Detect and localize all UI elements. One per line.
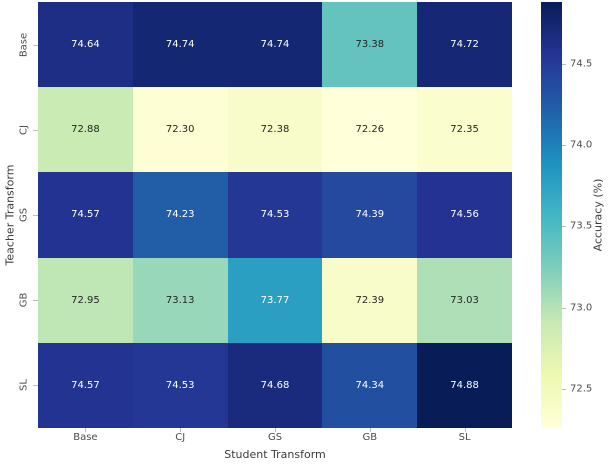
heatmap-cell-GB-GS: 73.77 <box>227 257 323 343</box>
colorbar-tick-label-73.0: 73.0 <box>570 302 593 314</box>
x-tick-label-CJ: CJ <box>175 432 186 443</box>
heatmap-cell-GB-CJ: 73.13 <box>132 257 228 343</box>
heatmap-cell-GS-GB: 74.39 <box>322 172 418 258</box>
y-tick-label-SL: SL <box>18 379 30 392</box>
colorbar-tickmark <box>562 226 566 228</box>
x-tick-label-Base: Base <box>73 432 98 443</box>
y-tick-label-CJ: CJ <box>18 124 30 135</box>
y-tickmark <box>33 129 38 131</box>
y-tick-label-GS: GS <box>18 207 30 223</box>
colorbar-title: Accuracy (%) <box>591 178 605 252</box>
heatmap-cell-SL-SL: 74.88 <box>417 342 512 428</box>
colorbar <box>541 2 562 428</box>
heatmap-cell-GS-CJ: 74.23 <box>132 172 228 258</box>
x-tickmark <box>180 428 182 432</box>
heatmap-cell-GS-SL: 74.56 <box>417 172 512 258</box>
heatmap-cell-Base-GS: 74.74 <box>227 2 323 88</box>
heatmap-grid: 74.64 74.74 74.74 73.38 74.72 72.88 72.30 72.38… <box>38 2 512 428</box>
y-tickmark <box>33 44 38 46</box>
x-tickmark <box>464 428 466 432</box>
colorbar-tickmark <box>562 63 566 65</box>
y-tickmark <box>33 215 38 216</box>
heatmap-cell-SL-Base: 74.57 <box>38 342 133 428</box>
heatmap-cell-SL-GS: 74.68 <box>227 342 323 428</box>
x-tickmark <box>369 428 371 432</box>
x-tickmark <box>85 428 87 432</box>
y-tick-label-Base: Base <box>18 32 30 57</box>
heatmap-cell-Base-GB: 73.38 <box>322 2 418 88</box>
y-tickmark <box>33 300 38 302</box>
heatmap-cell-CJ-CJ: 72.30 <box>132 87 228 173</box>
heatmap-cell-Base-Base: 74.64 <box>38 2 133 88</box>
heatmap-cell-Base-CJ: 74.74 <box>132 2 228 88</box>
heatmap-cell-GS-GS: 74.53 <box>227 172 323 258</box>
heatmap-cell-CJ-SL: 72.35 <box>417 87 512 173</box>
y-axis-title: Teacher Transform <box>3 164 17 266</box>
x-tick-label-SL: SL <box>458 432 471 443</box>
colorbar-tickmark <box>562 388 566 390</box>
colorbar-tick-label-74.5: 74.5 <box>570 58 593 70</box>
heatmap-cell-CJ-GS: 72.38 <box>227 87 323 173</box>
colorbar-tick-label-74.0: 74.0 <box>570 139 593 151</box>
heatmap-cell-CJ-GB: 72.26 <box>322 87 418 173</box>
heatmap-cell-SL-CJ: 74.53 <box>132 342 228 428</box>
x-tickmark <box>275 428 276 432</box>
colorbar-tick-label-73.5: 73.5 <box>570 220 593 232</box>
colorbar-tickmark <box>562 307 566 309</box>
x-tick-label-GS: GS <box>267 432 283 443</box>
heatmap-cell-CJ-Base: 72.88 <box>38 87 133 173</box>
y-tickmark <box>33 385 38 387</box>
heatmap-cell-Base-SL: 74.72 <box>417 2 512 88</box>
y-tick-label-GB: GB <box>18 292 30 308</box>
colorbar-tickmark <box>562 145 566 147</box>
heatmap-cell-GB-Base: 72.95 <box>38 257 133 343</box>
heatmap-cell-SL-GB: 74.34 <box>322 342 418 428</box>
heatmap-cell-GS-Base: 74.57 <box>38 172 133 258</box>
heatmap-cell-GB-GB: 72.39 <box>322 257 418 343</box>
x-axis-title: Student Transform <box>224 448 326 461</box>
x-tick-label-GB: GB <box>362 432 378 443</box>
heatmap-cell-GB-SL: 73.03 <box>417 257 512 343</box>
colorbar-tick-label-72.5: 72.5 <box>570 383 593 395</box>
